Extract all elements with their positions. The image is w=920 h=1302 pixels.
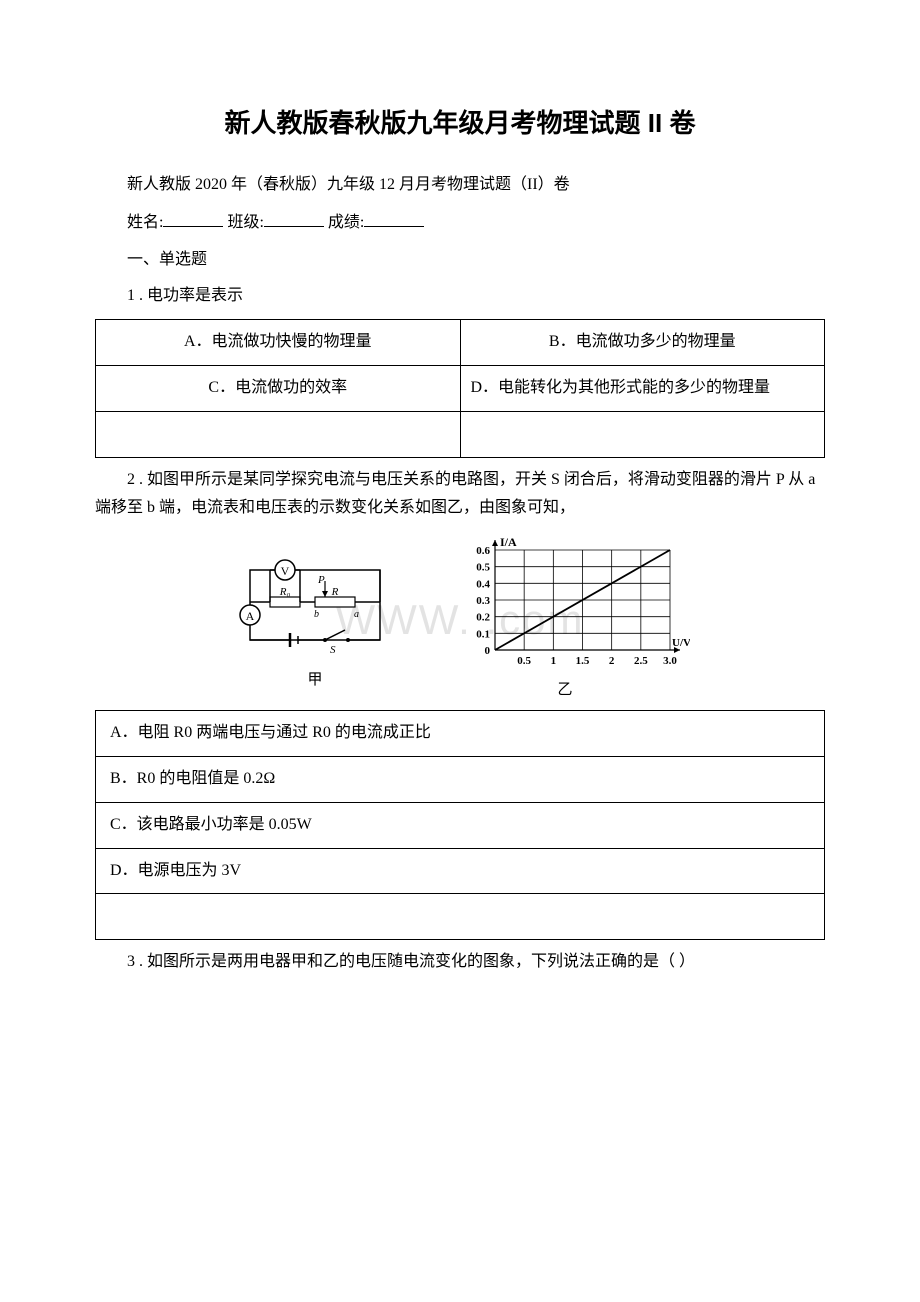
svg-text:R: R: [331, 586, 339, 598]
q1-empty1: [96, 411, 461, 457]
q1-d: D．电能转化为其他形式能的多少的物理量: [460, 365, 825, 411]
q1-empty2: [460, 411, 825, 457]
svg-text:2.5: 2.5: [634, 655, 648, 667]
svg-text:0.5: 0.5: [476, 562, 490, 574]
svg-text:P: P: [317, 574, 325, 586]
svg-text:S: S: [330, 644, 336, 656]
svg-text:2: 2: [609, 655, 615, 667]
q1-stem: 1 . 电功率是表示: [95, 282, 825, 311]
graph-figure: I/AU/V00.10.20.30.40.50.60.511.522.53.0 …: [440, 535, 690, 704]
svg-text:0.6: 0.6: [476, 545, 490, 557]
form-line: 姓名: 班级: 成绩:: [95, 208, 825, 238]
q2-a: A．电阻 R0 两端电压与通过 R0 的电流成正比: [96, 711, 825, 757]
q2-empty: [96, 894, 825, 940]
fig1-label: 甲: [230, 667, 400, 694]
svg-text:0: 0: [485, 645, 491, 657]
svg-text:0.2: 0.2: [476, 612, 490, 624]
circuit-figure: V A R₀ R P b a: [230, 545, 400, 694]
svg-text:A: A: [246, 609, 255, 623]
svg-text:b: b: [314, 609, 319, 620]
section-heading: 一、单选题: [95, 246, 825, 275]
svg-text:I/A: I/A: [500, 535, 517, 549]
svg-text:R₀: R₀: [279, 586, 291, 598]
q3-stem: 3 . 如图所示是两用电器甲和乙的电压随电流变化的图象，下列说法正确的是（ ）: [95, 948, 825, 977]
svg-text:0.1: 0.1: [476, 628, 490, 640]
svg-text:0.5: 0.5: [517, 655, 531, 667]
svg-text:a: a: [354, 609, 359, 620]
circuit-svg: V A R₀ R P b a: [230, 545, 400, 665]
fig2-label: 乙: [440, 677, 690, 704]
q1-options-table: A．电流做功快慢的物理量 B．电流做功多少的物理量 C．电流做功的效率 D．电能…: [95, 319, 825, 457]
q2-b: B．R0 的电阻值是 0.2Ω: [96, 756, 825, 802]
q2-stem: 2 . 如图甲所示是某同学探究电流与电压关系的电路图，开关 S 闭合后，将滑动变…: [95, 466, 825, 524]
graph-svg: I/A U/V 0 0.1 0.2 0.3 0.4 0.5 0.6 0.5 1 1.5 2 2.5 3.0: [440, 535, 690, 675]
q1-c: C．电流做功的效率: [96, 365, 461, 411]
score-label: 成绩:: [328, 214, 364, 231]
name-label: 姓名:: [127, 214, 163, 231]
q2-figures: WWW. .com V A R₀ R: [95, 535, 825, 704]
class-label: 班级:: [227, 214, 263, 231]
q1-b: B．电流做功多少的物理量: [460, 320, 825, 366]
q2-options-table: A．电阻 R0 两端电压与通过 R0 的电流成正比 B．R0 的电阻值是 0.2…: [95, 710, 825, 940]
svg-text:0.4: 0.4: [476, 578, 490, 590]
score-blank[interactable]: [364, 208, 424, 227]
svg-text:U/V: U/V: [672, 637, 690, 649]
svg-text:1: 1: [551, 655, 557, 667]
page-title: 新人教版春秋版九年级月考物理试题 II 卷: [95, 100, 825, 147]
name-blank[interactable]: [163, 208, 223, 227]
q2-c: C．该电路最小功率是 0.05W: [96, 802, 825, 848]
subtitle: 新人教版 2020 年（春秋版）九年级 12 月月考物理试题（II）卷: [95, 171, 825, 200]
q2-d: D．电源电压为 3V: [96, 848, 825, 894]
class-blank[interactable]: [264, 208, 324, 227]
svg-text:3.0: 3.0: [663, 655, 677, 667]
svg-text:V: V: [281, 564, 290, 578]
svg-text:0.3: 0.3: [476, 595, 490, 607]
q1-a: A．电流做功快慢的物理量: [96, 320, 461, 366]
svg-text:1.5: 1.5: [576, 655, 590, 667]
